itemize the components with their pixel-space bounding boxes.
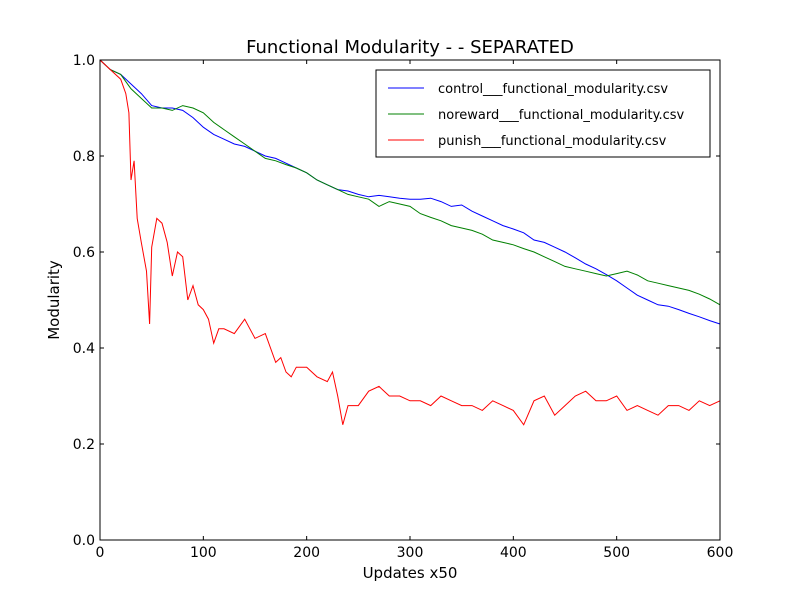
- legend-label-1: noreward___functional_modularity.csv: [438, 108, 685, 123]
- y-tick-label: 0.0: [73, 533, 95, 549]
- series-line-1: [99, 59, 721, 306]
- x-tick-label: 500: [603, 545, 630, 561]
- x-tick-label: 0: [96, 545, 105, 561]
- legend-label-2: punish___functional_modularity.csv: [438, 134, 667, 149]
- x-tick-label: 600: [707, 545, 734, 561]
- plot-area: [99, 59, 721, 426]
- y-tick-label: 0.2: [73, 437, 95, 453]
- legend-label-0: control___functional_modularity.csv: [438, 82, 668, 97]
- x-tick-label: 100: [190, 545, 217, 561]
- x-axis-label: Updates x50: [363, 564, 458, 582]
- axis-ticks: 0 100 200 300 400 500 600 0.0 0.2 0.4 0.6 0.8 1.0: [73, 53, 734, 561]
- y-tick-label: 1.0: [73, 53, 95, 69]
- series-line-2: [99, 59, 721, 426]
- y-axis-label: Modularity: [45, 260, 63, 340]
- chart-title: Functional Modularity - - SEPARATED: [246, 37, 574, 58]
- legend: control___functional_modularity.csvnorew…: [375, 69, 711, 158]
- series-line-0: [99, 59, 721, 325]
- x-tick-label: 200: [293, 545, 320, 561]
- legend-box: [375, 69, 711, 158]
- y-tick-label: 0.4: [73, 341, 95, 357]
- x-tick-label: 400: [500, 545, 527, 561]
- y-tick-label: 0.6: [73, 245, 95, 261]
- x-tick-label: 300: [397, 545, 424, 561]
- y-tick-label: 0.8: [73, 149, 95, 165]
